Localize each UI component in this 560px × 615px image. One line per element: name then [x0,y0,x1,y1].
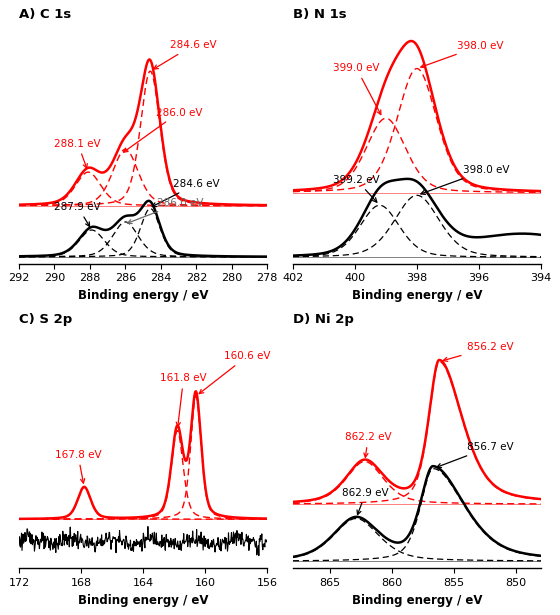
Text: 161.8 eV: 161.8 eV [160,373,207,426]
Text: C) S 2p: C) S 2p [19,313,72,326]
Text: 398.0 eV: 398.0 eV [421,165,510,194]
Text: A) C 1s: A) C 1s [19,9,71,22]
Text: 284.6 eV: 284.6 eV [154,40,216,69]
Text: 288.1 eV: 288.1 eV [54,138,101,168]
Text: 399.0 eV: 399.0 eV [333,63,381,114]
Text: 287.9 eV: 287.9 eV [54,202,101,226]
Text: 284.6 eV: 284.6 eV [152,179,220,207]
Text: 856.2 eV: 856.2 eV [444,343,513,362]
X-axis label: Binding energy / eV: Binding energy / eV [352,593,482,606]
Text: 160.6 eV: 160.6 eV [199,351,270,394]
X-axis label: Binding energy / eV: Binding energy / eV [352,289,482,302]
Text: 862.9 eV: 862.9 eV [342,488,389,515]
Text: 856.7 eV: 856.7 eV [437,442,513,467]
X-axis label: Binding energy / eV: Binding energy / eV [78,289,208,302]
Text: 399.2 eV: 399.2 eV [333,175,380,202]
Text: D) Ni 2p: D) Ni 2p [293,313,354,326]
Text: 286.0 eV: 286.0 eV [124,108,202,152]
Text: 398.0 eV: 398.0 eV [421,41,504,68]
Text: 167.8 eV: 167.8 eV [55,450,101,483]
Text: 862.2 eV: 862.2 eV [345,432,391,458]
Text: B) N 1s: B) N 1s [293,9,347,22]
X-axis label: Binding energy / eV: Binding energy / eV [78,593,208,606]
Text: 286.0 eV: 286.0 eV [128,198,204,224]
